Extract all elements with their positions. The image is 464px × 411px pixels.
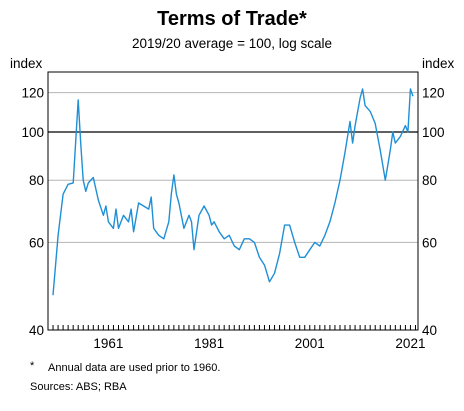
- footnote-marker: *: [30, 360, 35, 372]
- series-line: [52, 88, 414, 296]
- y-tick-label-right: 120: [422, 86, 445, 101]
- y-tick-label-left: 40: [29, 323, 44, 338]
- chart-title: Terms of Trade*: [157, 8, 307, 30]
- y-tick-label-left: 80: [29, 173, 44, 188]
- y-tick-label-left: 100: [21, 125, 44, 140]
- x-tick-label: 2001: [295, 336, 325, 351]
- x-tick-label: 1961: [93, 336, 123, 351]
- y-axis-unit-right: index: [422, 56, 455, 71]
- sources-note: Sources: ABS; RBA: [30, 381, 127, 393]
- gridlines: [48, 92, 418, 243]
- y-tick-label-right: 60: [422, 235, 437, 250]
- y-tick-label-left: 120: [21, 86, 44, 101]
- x-tick-labels: 1961 1981 2001 2021: [93, 336, 425, 351]
- y-tick-label-right: 100: [422, 125, 445, 140]
- footnote-text: Annual data are used prior to 1960.: [48, 362, 221, 374]
- y-tick-label-right: 40: [422, 323, 437, 338]
- x-tick-label: 2021: [395, 336, 425, 351]
- x-minor-ticks: [47, 325, 416, 330]
- y-axis-unit-left: index: [10, 56, 43, 71]
- y-tick-labels: 40 40 60 60 80 80 100 100 120 120: [21, 86, 444, 338]
- y-tick-label-left: 60: [29, 235, 44, 250]
- plot-frame: [47, 71, 419, 331]
- y-tick-label-right: 80: [422, 173, 437, 188]
- chart-subtitle: 2019/20 average = 100, log scale: [131, 36, 333, 51]
- x-tick-label: 1981: [194, 336, 224, 351]
